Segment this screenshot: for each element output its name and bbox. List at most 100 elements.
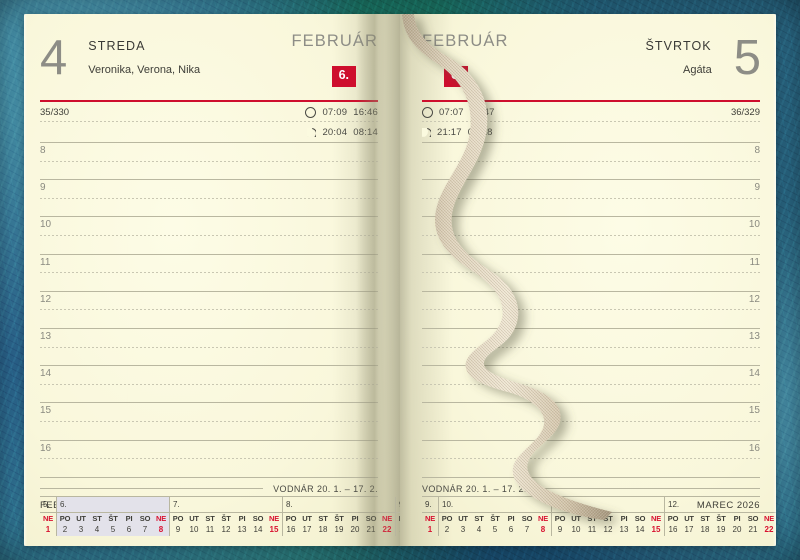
calendar-date-cell[interactable]: 14: [635, 525, 645, 534]
calendar-date-cell[interactable]: 3: [78, 525, 84, 534]
weekday-header-row: PO UT ST ŠT PI SO NE: [170, 512, 282, 524]
calendar-date-cell[interactable]: 2: [62, 525, 68, 534]
hour-row[interactable]: 8: [40, 142, 378, 179]
weekday-label: ST: [700, 514, 710, 523]
right-mini-calendar[interactable]: 9. NE 1 10. PO UT ST ŠT PI SO NE 2 3 4 5 6 7 8 11. PO UT ST ŠT…: [422, 496, 776, 536]
hour-row[interactable]: 15: [40, 402, 378, 439]
calendar-week-column[interactable]: 7. PO UT ST ŠT PI SO NE 9 10 11 12 13 14 15: [170, 497, 283, 536]
calendar-date-cell[interactable]: 4: [476, 525, 482, 534]
weekday-label: NE: [650, 514, 662, 523]
calendar-date-cell[interactable]: 12: [603, 525, 613, 534]
left-mini-calendar[interactable]: 5. NE 1 6. PO UT ST ŠT PI SO NE 2 3 4 5 6 7 8 7. PO UT ST ŠT PI…: [40, 496, 400, 536]
hour-label: 13: [40, 330, 52, 342]
calendar-date-cell[interactable]: 10: [189, 525, 199, 534]
hour-row[interactable]: 12: [422, 290, 760, 328]
week-number-badge: 6.: [331, 66, 356, 87]
calendar-week-column[interactable]: 5. NE 1: [40, 497, 57, 536]
hour-row[interactable]: 10: [40, 216, 378, 253]
hour-row[interactable]: 10: [422, 216, 760, 253]
calendar-date-cell[interactable]: 3: [460, 525, 466, 534]
date-row: 1: [40, 524, 56, 536]
calendar-date-cell[interactable]: 1: [45, 525, 51, 534]
calendar-date-cell[interactable]: 14: [253, 525, 263, 534]
moonrise-time: 20:04: [322, 126, 348, 138]
week-number-badge: 6.: [444, 66, 469, 87]
calendar-date-cell[interactable]: 8: [158, 525, 164, 534]
calendar-date-cell[interactable]: 13: [619, 525, 629, 534]
calendar-date-cell[interactable]: 7: [524, 525, 530, 534]
hour-row[interactable]: 12: [40, 290, 378, 328]
weekday-label: UT: [571, 514, 581, 523]
calendar-week-column[interactable]: 12. PO UT ST ŠT PI SO NE 16 17 18 19 20 21 22: [665, 497, 776, 536]
calendar-date-cell[interactable]: 17: [302, 525, 312, 534]
calendar-date-cell[interactable]: 2: [444, 525, 450, 534]
hour-row[interactable]: 14: [40, 365, 378, 402]
calendar-date-cell[interactable]: 11: [205, 525, 215, 534]
hour-row[interactable]: 9: [40, 179, 378, 216]
calendar-date-cell[interactable]: 21: [748, 525, 758, 534]
calendar-date-cell[interactable]: 13: [237, 525, 247, 534]
calendar-week-column[interactable]: 9. NE 1: [422, 497, 439, 536]
calendar-date-cell[interactable]: 12: [221, 525, 231, 534]
zodiac-label: VODNÁR 20. 1. – 17. 2.: [273, 483, 378, 494]
calendar-date-cell[interactable]: 9: [557, 525, 563, 534]
sunrise-sunset: 07:07 16:47: [422, 106, 495, 118]
week-number: 8.: [286, 500, 293, 509]
calendar-date-cell[interactable]: 5: [492, 525, 498, 534]
hour-label: 8: [754, 145, 760, 156]
calendar-date-cell[interactable]: 18: [700, 525, 710, 534]
calendar-date-cell[interactable]: 19: [716, 525, 726, 534]
calendar-week-column[interactable]: 6. PO UT ST ŠT PI SO NE 2 3 4 5 6 7 8: [57, 497, 170, 536]
calendar-date-cell[interactable]: 20: [350, 525, 360, 534]
hour-row[interactable]: 14: [422, 365, 760, 402]
calendar-date-cell[interactable]: 9: [175, 525, 181, 534]
weekday-label: SO: [634, 514, 646, 523]
calendar-week-column[interactable]: 10. PO UT ST ŠT PI SO NE 2 3 4 5 6 7 8: [439, 497, 552, 536]
sunset-time: 16:47: [469, 106, 495, 118]
calendar-date-cell[interactable]: 20: [732, 525, 742, 534]
week-number: 10.: [442, 500, 454, 509]
hour-row[interactable]: 16: [40, 439, 378, 477]
month-label: FEBRUÁR: [422, 32, 509, 50]
calendar-date-cell[interactable]: 19: [334, 525, 344, 534]
hour-row[interactable]: 8: [422, 142, 760, 179]
calendar-date-cell[interactable]: 4: [94, 525, 100, 534]
hour-label: 13: [748, 330, 760, 342]
calendar-date-cell[interactable]: 10: [571, 525, 581, 534]
hour-row[interactable]: 11: [40, 253, 378, 291]
hour-solid-line: [422, 402, 760, 404]
half-hour-dotted-line: [422, 197, 760, 199]
zodiac-label: VODNÁR 20. 1. – 17. 2.: [422, 483, 527, 494]
hour-row[interactable]: 13: [422, 327, 760, 365]
calendar-date-cell[interactable]: 5: [110, 525, 116, 534]
calendar-date-cell[interactable]: 6: [126, 525, 132, 534]
hour-row[interactable]: 15: [422, 402, 760, 439]
calendar-date-cell[interactable]: 1: [427, 525, 433, 534]
calendar-date-cell[interactable]: 16: [286, 525, 296, 534]
calendar-week-column[interactable]: 11. PO UT ST ŠT PI SO NE 9 10 11 12 13 14 15: [552, 497, 665, 536]
calendar-date-cell[interactable]: 6: [508, 525, 514, 534]
half-hour-dotted-line: [422, 309, 760, 311]
calendar-date-cell[interactable]: 22: [382, 525, 392, 534]
weekday-label: PI: [125, 514, 133, 523]
calendar-date-cell[interactable]: 18: [318, 525, 328, 534]
calendar-date-cell[interactable]: 7: [142, 525, 148, 534]
half-hour-dotted-line: [40, 234, 378, 236]
calendar-week-column[interactable]: 8. PO UT ST ŠT PI SO NE 16 17 18 19 20 21 22: [283, 497, 396, 536]
hour-solid-line: [422, 290, 760, 292]
calendar-date-cell[interactable]: 8: [540, 525, 546, 534]
hour-row[interactable]: 11: [422, 253, 760, 291]
astro-dotted-divider: [40, 121, 378, 122]
date-row: 16 17 18 19 20 21 22: [283, 524, 395, 536]
calendar-date-cell[interactable]: 17: [684, 525, 694, 534]
calendar-date-cell[interactable]: 15: [269, 525, 279, 534]
hour-row[interactable]: 16: [422, 439, 760, 477]
calendar-date-cell[interactable]: 16: [668, 525, 678, 534]
hour-label: 15: [40, 405, 52, 417]
calendar-date-cell[interactable]: 15: [651, 525, 661, 534]
calendar-date-cell[interactable]: 11: [587, 525, 597, 534]
hour-row[interactable]: 13: [40, 327, 378, 365]
calendar-date-cell[interactable]: 21: [366, 525, 376, 534]
hour-row[interactable]: 9: [422, 179, 760, 216]
calendar-date-cell[interactable]: 22: [764, 525, 774, 534]
